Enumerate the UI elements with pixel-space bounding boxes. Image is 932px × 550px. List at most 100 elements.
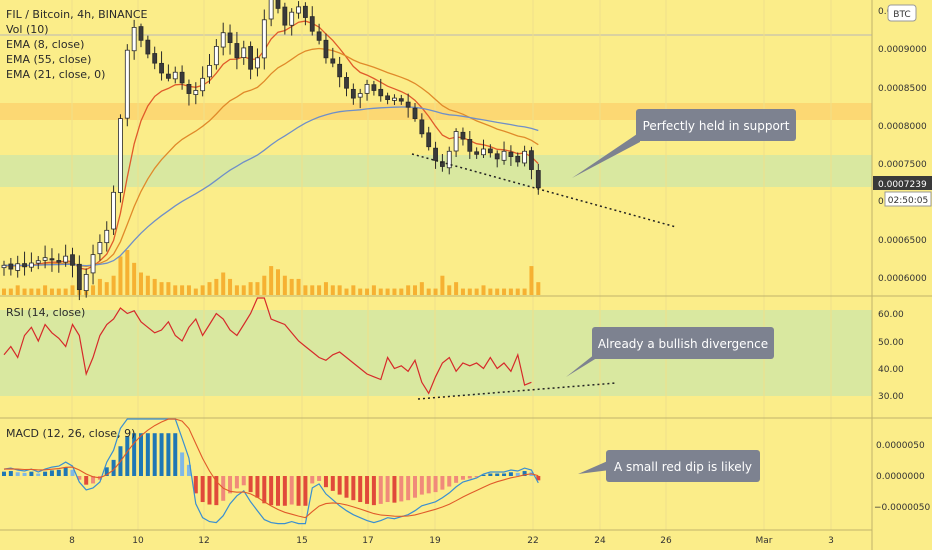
macd-histogram-bar bbox=[515, 472, 520, 476]
volume-bar bbox=[371, 285, 376, 295]
callout-dip-box bbox=[606, 450, 760, 482]
candle-bull bbox=[193, 90, 199, 95]
macd-histogram-bar bbox=[330, 476, 335, 491]
time-tick: Mar bbox=[756, 536, 773, 546]
candle-bull bbox=[15, 263, 21, 271]
price-axis-background bbox=[872, 0, 932, 550]
current-price-tag bbox=[873, 176, 932, 190]
candle-bear bbox=[282, 6, 288, 26]
callout-support-box bbox=[636, 109, 796, 141]
macd-histogram-bar bbox=[214, 476, 219, 506]
volume-bar bbox=[488, 288, 493, 295]
candle-bear bbox=[275, 0, 281, 9]
volume-bar bbox=[522, 288, 527, 295]
macd-histogram-bar bbox=[454, 476, 459, 483]
volume-bar bbox=[495, 288, 500, 295]
macd-histogram-bar bbox=[8, 471, 13, 476]
volume-bar bbox=[358, 288, 363, 295]
callout-divergence-pointer bbox=[566, 350, 600, 377]
callout-support[interactable]: Perfectly held in support bbox=[572, 109, 796, 178]
candle-bear bbox=[76, 263, 82, 291]
candle-bear bbox=[433, 147, 438, 161]
macd-histogram-bar bbox=[317, 476, 322, 481]
rsi-title[interactable]: RSI (14, close) bbox=[6, 306, 85, 319]
candle-bear bbox=[337, 63, 343, 78]
candle-bear bbox=[508, 151, 514, 158]
rsi-axis[interactable]: 60.00 50.00 40.00 30.00 bbox=[878, 310, 904, 402]
candle-bear bbox=[405, 101, 411, 108]
indicator-ema55[interactable]: EMA (55, close) bbox=[6, 53, 91, 66]
countdown-label: 02:50:05 bbox=[888, 196, 928, 206]
price-tick-top: 0.0 bbox=[878, 7, 893, 17]
price-tick: 0.0006000 bbox=[878, 274, 927, 284]
price-axis[interactable]: 0.0 BTC 0.0009000 0.0008500 0.0008000 0.… bbox=[873, 4, 932, 284]
rsi-tick: 50.00 bbox=[878, 338, 904, 348]
macd-histogram-bar bbox=[351, 476, 356, 501]
rsi-pane bbox=[3, 297, 532, 395]
macd-histogram-bar bbox=[166, 433, 171, 476]
price-trendline[interactable] bbox=[411, 153, 677, 228]
candle-bull bbox=[63, 255, 69, 263]
candle-bear bbox=[234, 43, 240, 59]
volume-bar bbox=[43, 285, 48, 295]
macd-histogram-bar bbox=[392, 476, 397, 503]
indicator-ema21[interactable]: EMA (21, close, 0) bbox=[6, 68, 105, 81]
macd-histogram-bar bbox=[371, 476, 376, 506]
macd-histogram-bar bbox=[447, 476, 452, 487]
volume-bar bbox=[15, 285, 20, 295]
candle-bear bbox=[515, 155, 521, 163]
macd-histogram-bar bbox=[36, 473, 41, 476]
currency-badge[interactable] bbox=[887, 4, 917, 22]
volume-bar bbox=[385, 288, 390, 295]
candle-bull bbox=[392, 97, 397, 101]
callout-dip[interactable]: A small red dip is likely bbox=[578, 450, 760, 482]
macd-title[interactable]: MACD (12, 26, close, 9) bbox=[6, 427, 135, 440]
macd-histogram-bar bbox=[43, 471, 48, 476]
candle-bear bbox=[487, 148, 493, 154]
callout-divergence[interactable]: Already a bullish divergence bbox=[566, 327, 774, 377]
candle-bear bbox=[344, 77, 349, 89]
volume-bar bbox=[365, 288, 370, 295]
volume-bar bbox=[186, 285, 191, 295]
volume-bar bbox=[8, 288, 13, 295]
macd-histogram-bar bbox=[200, 476, 205, 503]
time-tick: 26 bbox=[660, 536, 672, 546]
macd-histogram-bar bbox=[173, 433, 178, 476]
volume-bar bbox=[536, 282, 541, 295]
indicator-ema8[interactable]: EMA (8, close) bbox=[6, 38, 84, 51]
macd-histogram-bar bbox=[337, 476, 342, 495]
candle-bull bbox=[213, 46, 219, 66]
volume-bar bbox=[248, 282, 253, 295]
time-axis[interactable]: 8 10 12 15 17 19 22 24 26 Mar 3 bbox=[69, 536, 834, 546]
indicator-vol[interactable]: Vol (10) bbox=[6, 23, 49, 36]
candle-bear bbox=[371, 84, 377, 91]
volume-bar bbox=[91, 285, 96, 295]
volume-bar bbox=[378, 288, 383, 295]
macd-axis[interactable]: 0.0000050 0.0000000 −0.0000050 bbox=[874, 441, 930, 513]
volume-bar bbox=[132, 262, 137, 295]
candle-bear bbox=[467, 139, 473, 152]
candle-bull bbox=[481, 148, 486, 156]
volume-bar bbox=[317, 285, 322, 295]
volume-bar bbox=[111, 275, 116, 295]
volume-bar bbox=[118, 256, 123, 295]
time-tick: 3 bbox=[828, 536, 834, 546]
candle-bull bbox=[200, 77, 206, 92]
symbol-title[interactable]: FIL / Bitcoin, 4h, BINANCE bbox=[6, 8, 148, 21]
rsi-trendline[interactable] bbox=[417, 382, 617, 400]
candle-bear bbox=[426, 132, 432, 148]
volume-bar bbox=[63, 288, 68, 295]
candle-bear bbox=[145, 39, 151, 55]
volume-bar bbox=[392, 288, 397, 295]
macd-histogram-bar bbox=[132, 433, 137, 476]
macd-histogram-bar bbox=[255, 476, 260, 498]
macd-histogram-bar bbox=[228, 476, 233, 494]
candle-bear bbox=[179, 71, 185, 84]
candle-bear bbox=[8, 263, 14, 270]
macd-histogram-bar bbox=[385, 476, 390, 503]
time-tick: 15 bbox=[296, 536, 307, 546]
macd-histogram-bar bbox=[433, 476, 438, 493]
candle-bear bbox=[56, 260, 62, 263]
